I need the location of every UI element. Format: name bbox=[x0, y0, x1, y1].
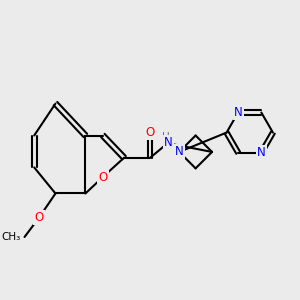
Text: N: N bbox=[175, 146, 184, 158]
Text: N: N bbox=[164, 136, 173, 149]
Text: O: O bbox=[146, 126, 155, 139]
Text: N: N bbox=[257, 146, 266, 159]
Text: O: O bbox=[34, 211, 44, 224]
Text: H: H bbox=[162, 132, 170, 142]
Text: CH₃: CH₃ bbox=[2, 232, 21, 242]
Text: N: N bbox=[234, 106, 242, 119]
Text: O: O bbox=[98, 171, 107, 184]
